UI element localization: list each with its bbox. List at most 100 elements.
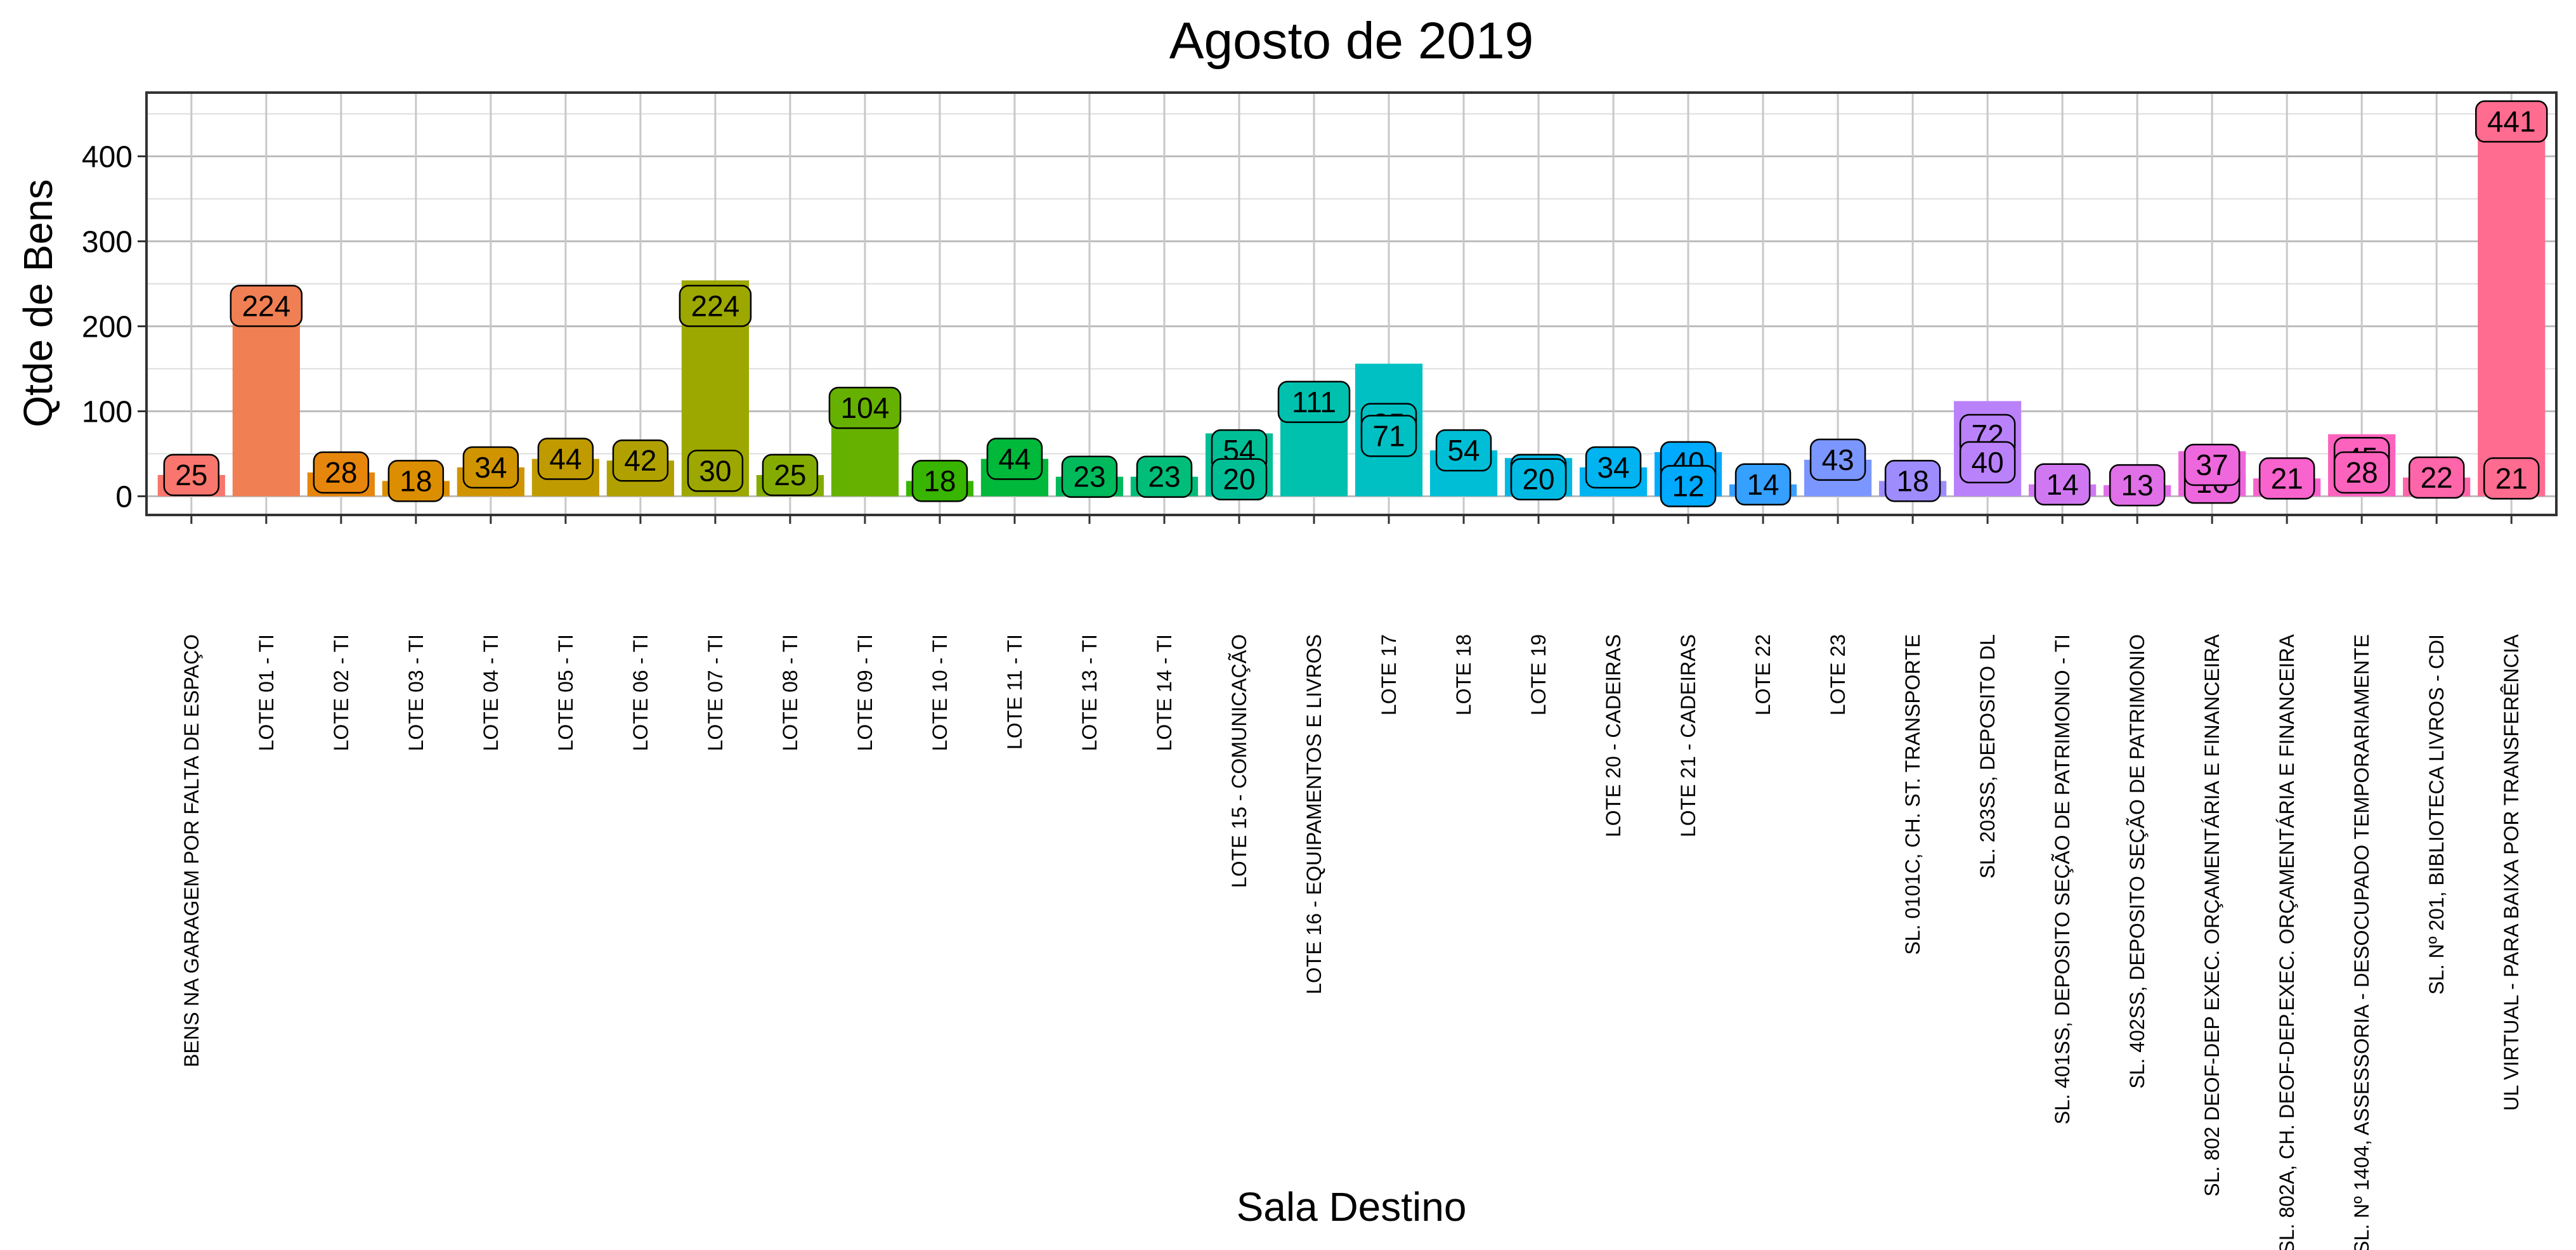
x-tick-label: LOTE 18 <box>1452 634 1475 715</box>
data-label: 21 <box>2483 457 2540 500</box>
data-label-text: 34 <box>474 451 507 484</box>
data-label-text: 13 <box>2121 469 2154 502</box>
data-label-text: 20 <box>1522 463 1554 496</box>
data-label-text: 18 <box>1897 464 1929 497</box>
x-tick-label: SL. 401SS, DEPOSITO SEÇÃO DE PATRIMONIO … <box>2051 634 2074 1124</box>
x-tick-label: LOTE 09 - TI <box>854 634 876 751</box>
data-label: 28 <box>313 451 370 494</box>
y-axis-title: Qtde de Bens <box>15 179 61 427</box>
x-tick-label: LOTE 23 <box>1826 634 1849 715</box>
data-label-box <box>2475 100 2548 143</box>
data-label-text: 30 <box>699 454 731 487</box>
data-label-box <box>2183 443 2241 486</box>
data-label-text: 22 <box>2421 461 2453 494</box>
data-label-box <box>612 439 669 482</box>
data-label-box <box>230 285 303 327</box>
data-label-text: 54 <box>1447 434 1480 467</box>
x-tick-label: LOTE 10 - TI <box>928 634 951 751</box>
x-tick-label: LOTE 11 - TI <box>1003 634 1026 750</box>
x-axis-title: Sala Destino <box>1237 1184 1467 1230</box>
x-tick-label: LOTE 02 - TI <box>330 634 353 751</box>
data-label-box <box>1660 465 1717 507</box>
data-label: 30 <box>687 450 744 492</box>
data-label-box <box>1211 458 1268 500</box>
data-label-box <box>1435 429 1492 472</box>
data-label-text: 21 <box>2495 462 2528 495</box>
data-label-text: 104 <box>841 391 890 424</box>
data-label-text: 44 <box>998 443 1031 476</box>
data-label-text: 224 <box>691 289 740 322</box>
data-label-box <box>2483 457 2540 500</box>
y-tick-label: 100 <box>82 396 133 429</box>
data-label: 18 <box>911 460 968 502</box>
data-label: 441 <box>2475 100 2548 143</box>
x-tick-label: LOTE 21 - CADEIRAS <box>1677 634 1700 837</box>
data-label-text: 28 <box>325 456 357 489</box>
data-label-text: 12 <box>1672 469 1704 502</box>
data-label: 13 <box>2109 464 2166 507</box>
data-label-text: 14 <box>1747 468 1779 501</box>
data-label-box <box>1277 381 1351 424</box>
data-label-box <box>1884 460 1941 502</box>
data-label-text: 25 <box>774 459 806 492</box>
y-tick-label: 300 <box>82 226 133 259</box>
data-label-text: 23 <box>1148 460 1180 493</box>
data-label-box <box>2333 451 2390 494</box>
x-tick-label: LOTE 08 - TI <box>779 634 802 751</box>
data-label-box <box>1061 455 1118 498</box>
data-label: 12 <box>1660 465 1717 507</box>
data-label-box <box>828 386 902 429</box>
x-tick-label: LOTE 06 - TI <box>629 634 652 751</box>
data-label: 23 <box>1136 455 1193 498</box>
data-label-box <box>687 450 744 492</box>
data-label-box <box>1510 458 1567 500</box>
x-tick-label: SL. 402SS, DEPOSITO SEÇÃO DE PATRIMONIO <box>2126 634 2149 1089</box>
data-label: 22 <box>2408 456 2465 499</box>
data-label-box <box>163 453 220 497</box>
data-label-box <box>679 285 752 327</box>
data-label: 111 <box>1277 381 1351 424</box>
data-label: 42 <box>612 439 669 482</box>
data-label: 25 <box>762 453 819 497</box>
data-label: 37 <box>2183 443 2241 486</box>
data-label: 71 <box>1360 415 1417 457</box>
data-label-box <box>1136 455 1193 498</box>
x-tick-label: LOTE 01 - TI <box>255 634 278 751</box>
data-label: 23 <box>1061 455 1118 498</box>
x-tick-label: LOTE 13 - TI <box>1078 634 1101 751</box>
x-tick-label: LOTE 04 - TI <box>479 634 502 751</box>
data-label-text: 21 <box>2271 462 2303 495</box>
y-tick-label: 200 <box>82 311 133 344</box>
data-label: 224 <box>230 285 303 327</box>
data-label-text: 18 <box>923 464 956 497</box>
data-label-text: 44 <box>549 443 582 476</box>
data-label-box <box>1959 441 2016 484</box>
data-label-box <box>2258 457 2315 500</box>
data-label-text: 111 <box>1292 386 1336 419</box>
bar <box>2478 103 2546 497</box>
data-label: 34 <box>1585 446 1642 489</box>
data-label-box <box>911 460 968 502</box>
data-label-box <box>762 453 819 497</box>
bar <box>232 306 300 497</box>
data-label: 25 <box>163 453 220 497</box>
data-label: 14 <box>1734 463 1792 506</box>
data-label-box <box>2109 464 2166 507</box>
data-label: 28 <box>2333 451 2390 494</box>
data-label-box <box>986 438 1043 480</box>
data-label-text: 37 <box>2196 448 2228 481</box>
data-label-text: 20 <box>1223 463 1255 496</box>
x-tick-label: SL. Nº 201, BIBLIOTECA LIVROS - CDI <box>2425 634 2448 994</box>
chart-title: Agosto de 2019 <box>1169 12 1533 70</box>
data-label: 224 <box>679 285 752 327</box>
x-tick-label: LOTE 20 - CADEIRAS <box>1602 634 1625 837</box>
data-label-box <box>2408 456 2465 499</box>
data-label: 18 <box>387 460 445 502</box>
x-tick-label: LOTE 22 <box>1752 634 1774 715</box>
x-tick-label: UL VIRTUAL - PARA BAIXA POR TRANSFERÊNCI… <box>2500 634 2523 1110</box>
data-label: 20 <box>1510 458 1567 500</box>
data-label-text: 25 <box>175 459 207 492</box>
y-tick-label: 400 <box>82 141 133 174</box>
